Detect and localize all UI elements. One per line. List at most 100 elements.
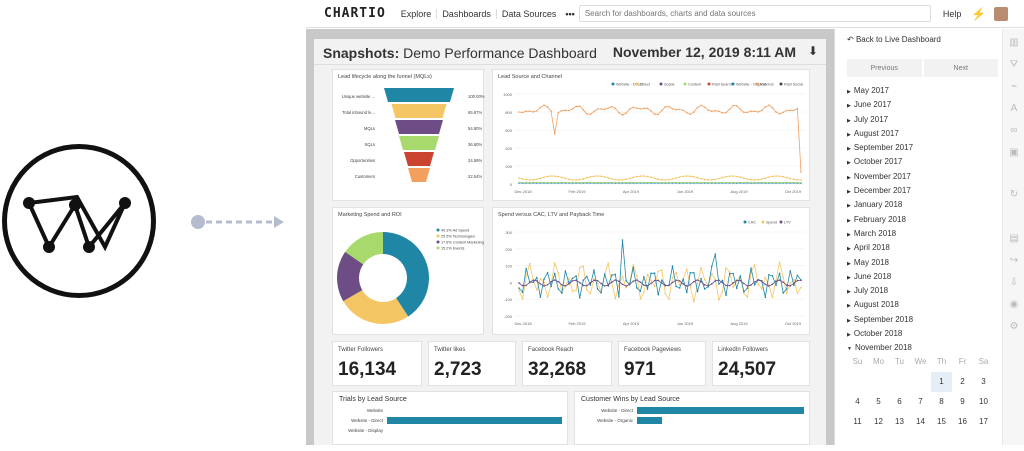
month-item[interactable]: ▶ August 2018 bbox=[847, 298, 997, 312]
y-tick-label: 600 bbox=[505, 128, 512, 133]
help-link[interactable]: Help bbox=[942, 8, 962, 19]
expand-triangle-icon: ▶ bbox=[847, 289, 851, 296]
expand-triangle-icon: ▶ bbox=[847, 160, 851, 167]
funnel-card[interactable]: Lead lifecycle along the funnel (MQLs) U… bbox=[332, 69, 485, 201]
month-item[interactable]: ▶ June 2018 bbox=[847, 270, 997, 284]
spend-versus-card[interactable]: Spend versus CAC, LTV and Payback Time 3… bbox=[492, 207, 810, 335]
calendar-day[interactable]: 14 bbox=[916, 417, 925, 426]
main-nav: Explore Dashboards Data Sources bbox=[396, 8, 562, 19]
w-logo-icon bbox=[23, 194, 131, 253]
calendar-day[interactable]: 1 bbox=[931, 372, 952, 392]
month-item[interactable]: ▶ November 2017 bbox=[847, 170, 997, 184]
search-input[interactable] bbox=[578, 5, 931, 22]
marketing-spend-card[interactable]: Marketing Spend and ROI 40.3% Ad Spend 25… bbox=[332, 207, 484, 335]
comment-icon[interactable]: ▤ bbox=[1009, 233, 1019, 244]
month-item[interactable]: ▶ September 2017 bbox=[847, 141, 997, 155]
dashboard-title: Snapshots: Demo Performance Dashboard bbox=[323, 45, 597, 61]
month-item[interactable]: ▶ January 2018 bbox=[847, 198, 997, 212]
month-item[interactable]: ▶ July 2018 bbox=[847, 284, 997, 298]
calendar-day[interactable]: 13 bbox=[895, 417, 904, 426]
funnel-value: 24.59% bbox=[468, 158, 482, 163]
calendar-day[interactable]: 9 bbox=[960, 397, 965, 406]
funnel-label: Total inbound le... bbox=[342, 110, 375, 115]
dashboard-canvas: Snapshots: Demo Performance Dashboard No… bbox=[314, 39, 826, 445]
chart-icon[interactable]: ▥ bbox=[1009, 37, 1019, 48]
legend-label: Spend bbox=[766, 221, 777, 225]
calendar-day[interactable]: 17 bbox=[979, 417, 988, 426]
x-tick-label: Feb 2019 bbox=[569, 189, 587, 194]
calendar-day[interactable]: 16 bbox=[958, 417, 967, 426]
calendar-day[interactable]: 3 bbox=[981, 377, 986, 386]
calendar-day[interactable]: 2 bbox=[960, 377, 965, 386]
weekday-label: Mo bbox=[872, 357, 885, 366]
nav-dashboards[interactable]: Dashboards bbox=[437, 8, 497, 19]
refresh-icon[interactable]: ↻ bbox=[1009, 189, 1019, 200]
avatar[interactable] bbox=[994, 6, 1009, 21]
funnel-value: 36.60% bbox=[468, 142, 482, 147]
month-item[interactable]: ▶ September 2018 bbox=[847, 313, 997, 327]
ruler-icon[interactable]: ⌁ bbox=[1010, 81, 1018, 92]
calendar-day[interactable]: 10 bbox=[979, 397, 988, 406]
month-item[interactable]: ▶ October 2018 bbox=[847, 327, 997, 341]
legend-swatch bbox=[683, 82, 687, 86]
month-item[interactable]: ▶ July 2017 bbox=[847, 113, 997, 127]
text-icon[interactable]: A bbox=[1010, 103, 1018, 114]
month-item[interactable]: ▶ June 2017 bbox=[847, 98, 997, 112]
image-icon[interactable]: ▣ bbox=[1009, 147, 1019, 158]
month-item-expanded[interactable]: ▼ November 2018 bbox=[847, 341, 997, 355]
calendar-day bbox=[847, 372, 868, 392]
month-item[interactable]: ▶ October 2017 bbox=[847, 155, 997, 169]
calendar-day[interactable]: 6 bbox=[897, 397, 902, 406]
legend-label: Direct bbox=[640, 83, 651, 87]
kpi-facebook-pageviews[interactable]: Facebook Pageviews 971 bbox=[618, 341, 706, 386]
nav-explore[interactable]: Explore bbox=[396, 8, 438, 19]
funnel-value: 54.80% bbox=[468, 126, 482, 131]
more-menu-icon[interactable]: ••• bbox=[565, 8, 575, 19]
month-item[interactable]: ▶ August 2017 bbox=[847, 127, 997, 141]
settings-icon[interactable]: ⚙ bbox=[1009, 321, 1019, 332]
weekday-label: We bbox=[914, 357, 927, 366]
weekday-label: Fr bbox=[958, 357, 967, 366]
download-tool-icon[interactable]: ⇩ bbox=[1009, 277, 1019, 288]
legend-label: Referral bbox=[760, 83, 774, 87]
month-item[interactable]: ▶ May 2017 bbox=[847, 84, 997, 98]
calendar-day[interactable]: 15 bbox=[937, 417, 946, 426]
month-item[interactable]: ▶ February 2018 bbox=[847, 213, 997, 227]
expand-triangle-icon: ▶ bbox=[847, 260, 851, 267]
calendar-day[interactable]: 5 bbox=[876, 397, 881, 406]
calendar-day[interactable]: 7 bbox=[918, 397, 923, 406]
month-item[interactable]: ▶ May 2018 bbox=[847, 256, 997, 270]
lead-source-card[interactable]: Lead Source and Channel 1000 800 600 400 200… bbox=[492, 69, 810, 201]
bar bbox=[637, 417, 663, 424]
share-icon[interactable]: ↪ bbox=[1009, 255, 1019, 266]
kpi-twitter-likes[interactable]: Twitter likes 2,723 bbox=[428, 341, 516, 386]
link-icon[interactable]: ∞ bbox=[1010, 125, 1018, 136]
x-tick-label: Dec 2018 bbox=[514, 321, 532, 326]
trials-card[interactable]: Trials by Lead Source Website Website - D… bbox=[332, 391, 568, 445]
month-item[interactable]: ▶ March 2018 bbox=[847, 227, 997, 241]
funnel-stage bbox=[391, 104, 447, 118]
calendar-day[interactable]: 4 bbox=[855, 397, 860, 406]
y-tick-label: 400 bbox=[505, 146, 512, 151]
month-item[interactable]: ▶ April 2018 bbox=[847, 241, 997, 255]
kpi-twitter-followers[interactable]: Twitter Followers 16,134 bbox=[332, 341, 422, 386]
back-to-live-dashboard[interactable]: ↶ Back to Live Dashboard bbox=[847, 35, 941, 44]
previous-button[interactable]: Previous bbox=[847, 59, 922, 77]
chartio-brand[interactable]: CHARTIO bbox=[324, 6, 386, 21]
calendar-day[interactable]: 12 bbox=[874, 417, 883, 426]
calendar-day[interactable]: 8 bbox=[939, 397, 944, 406]
kpi-linkedin-followers[interactable]: LinkedIn Followers 24,507 bbox=[712, 341, 810, 386]
download-icon[interactable]: ⬇ bbox=[807, 44, 818, 58]
month-item[interactable]: ▶ December 2017 bbox=[847, 184, 997, 198]
kpi-facebook-reach[interactable]: Facebook Reach 32,268 bbox=[522, 341, 612, 386]
notification-bolt-icon[interactable]: ⚡ bbox=[971, 6, 987, 21]
next-button[interactable]: Next bbox=[923, 59, 998, 77]
x-tick-label: Feb 2019 bbox=[569, 321, 587, 326]
logo-circle-icon bbox=[2, 144, 156, 298]
filter-icon[interactable]: ⛛ bbox=[1009, 59, 1019, 70]
nav-data-sources[interactable]: Data Sources bbox=[501, 8, 557, 19]
wins-card[interactable]: Customer Wins by Lead Source Website - D… bbox=[574, 391, 810, 445]
camera-icon[interactable]: ◉ bbox=[1009, 299, 1019, 310]
calendar-day[interactable]: 11 bbox=[853, 417, 862, 426]
